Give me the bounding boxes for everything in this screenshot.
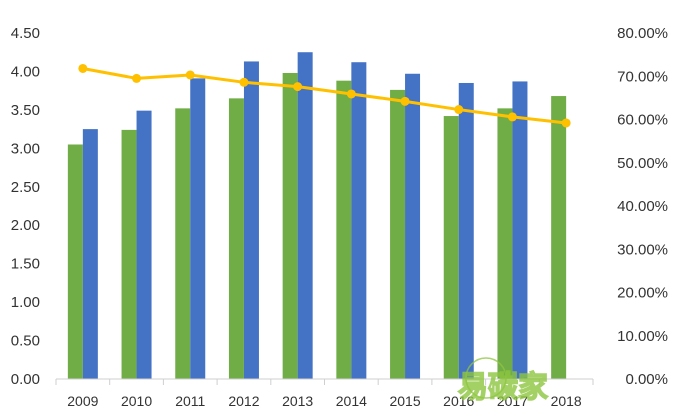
left-tick-label: 3.50 <box>11 102 40 119</box>
left-tick-label: 4.00 <box>11 63 40 80</box>
x-tick-label: 2016 <box>443 393 474 409</box>
right-tick-label: 10.00% <box>617 328 668 345</box>
bar-green-2015 <box>390 89 406 380</box>
bar-green-2010 <box>121 129 137 379</box>
line-point-2018 <box>561 118 571 128</box>
x-tick-label: 2017 <box>497 393 528 409</box>
right-tick-label: 80.00% <box>617 25 668 42</box>
line-point-2012 <box>239 77 249 87</box>
line-point-2016 <box>454 105 464 115</box>
line-point-2009 <box>78 63 88 73</box>
bar-blue-2011 <box>190 78 206 379</box>
left-tick-label: 4.50 <box>11 25 40 42</box>
right-tick-label: 70.00% <box>617 68 668 85</box>
watermark-text: 易碳家 <box>458 370 548 405</box>
bar-blue-2016 <box>458 82 474 379</box>
right-tick-label: 60.00% <box>617 112 668 129</box>
line-series <box>78 63 571 128</box>
x-tick-label: 2013 <box>282 393 313 409</box>
x-tick-label: 2011 <box>175 393 205 409</box>
bars <box>67 52 567 380</box>
bar-green-2018 <box>551 96 567 379</box>
bar-green-2017 <box>497 108 513 380</box>
bar-green-2014 <box>336 80 352 379</box>
x-tick-label: 2009 <box>67 393 98 409</box>
x-tick-label: 2018 <box>551 393 582 409</box>
line-point-2013 <box>293 82 303 92</box>
line-path <box>82 66 567 125</box>
right-tick-label: 50.00% <box>617 155 668 172</box>
left-tick-label: 1.50 <box>11 256 40 273</box>
right-axis-ticks: 0.00% 10.00% 20.00% 30.00% 40.00% 50.00% 60.00… <box>617 25 668 388</box>
left-axis-ticks: 0.00 0.50 1.00 1.50 2.00 2.50 3.00 3.50 4.00 4.50 <box>11 25 40 388</box>
bar-blue-2010 <box>136 110 152 379</box>
left-tick-label: 0.00 <box>11 371 40 388</box>
x-tick-label: 2012 <box>228 393 259 409</box>
line-point-2010 <box>132 73 142 83</box>
right-tick-label: 20.00% <box>617 285 668 302</box>
left-tick-label: 0.50 <box>11 333 40 350</box>
x-tick-label: 2014 <box>336 393 367 409</box>
bar-green-2011 <box>175 108 191 380</box>
bar-green-2013 <box>282 72 298 379</box>
x-tick-label: 2010 <box>121 393 152 409</box>
bar-green-2009 <box>67 144 83 379</box>
bar-blue-2017 <box>512 81 528 379</box>
left-tick-label: 3.00 <box>11 140 40 157</box>
left-tick-label: 2.00 <box>11 217 40 234</box>
bar-green-2016 <box>443 116 459 379</box>
x-axis-tick-marks <box>55 379 594 385</box>
right-tick-label: 0.00% <box>625 371 668 388</box>
bar-blue-2009 <box>82 129 98 379</box>
line-point-2011 <box>185 70 195 80</box>
bar-green-2012 <box>228 98 244 379</box>
bar-blue-2015 <box>405 73 421 380</box>
left-tick-label: 1.00 <box>11 294 40 311</box>
line-point-2015 <box>400 96 410 106</box>
watermark-logo: 易碳家 <box>457 357 549 406</box>
x-axis-ticks: 2009 2010 2011 2012 2013 2014 2015 2016 2017 2018 <box>67 393 582 409</box>
bar-blue-2012 <box>243 61 259 380</box>
line-point-2014 <box>346 89 356 99</box>
bar-blue-2013 <box>297 52 313 379</box>
x-tick-label: 2015 <box>389 393 420 409</box>
right-tick-label: 30.00% <box>617 241 668 258</box>
bar-blue-2014 <box>351 62 367 380</box>
right-tick-label: 40.00% <box>617 198 668 215</box>
line-point-2017 <box>507 112 517 122</box>
left-tick-label: 2.50 <box>11 179 40 196</box>
